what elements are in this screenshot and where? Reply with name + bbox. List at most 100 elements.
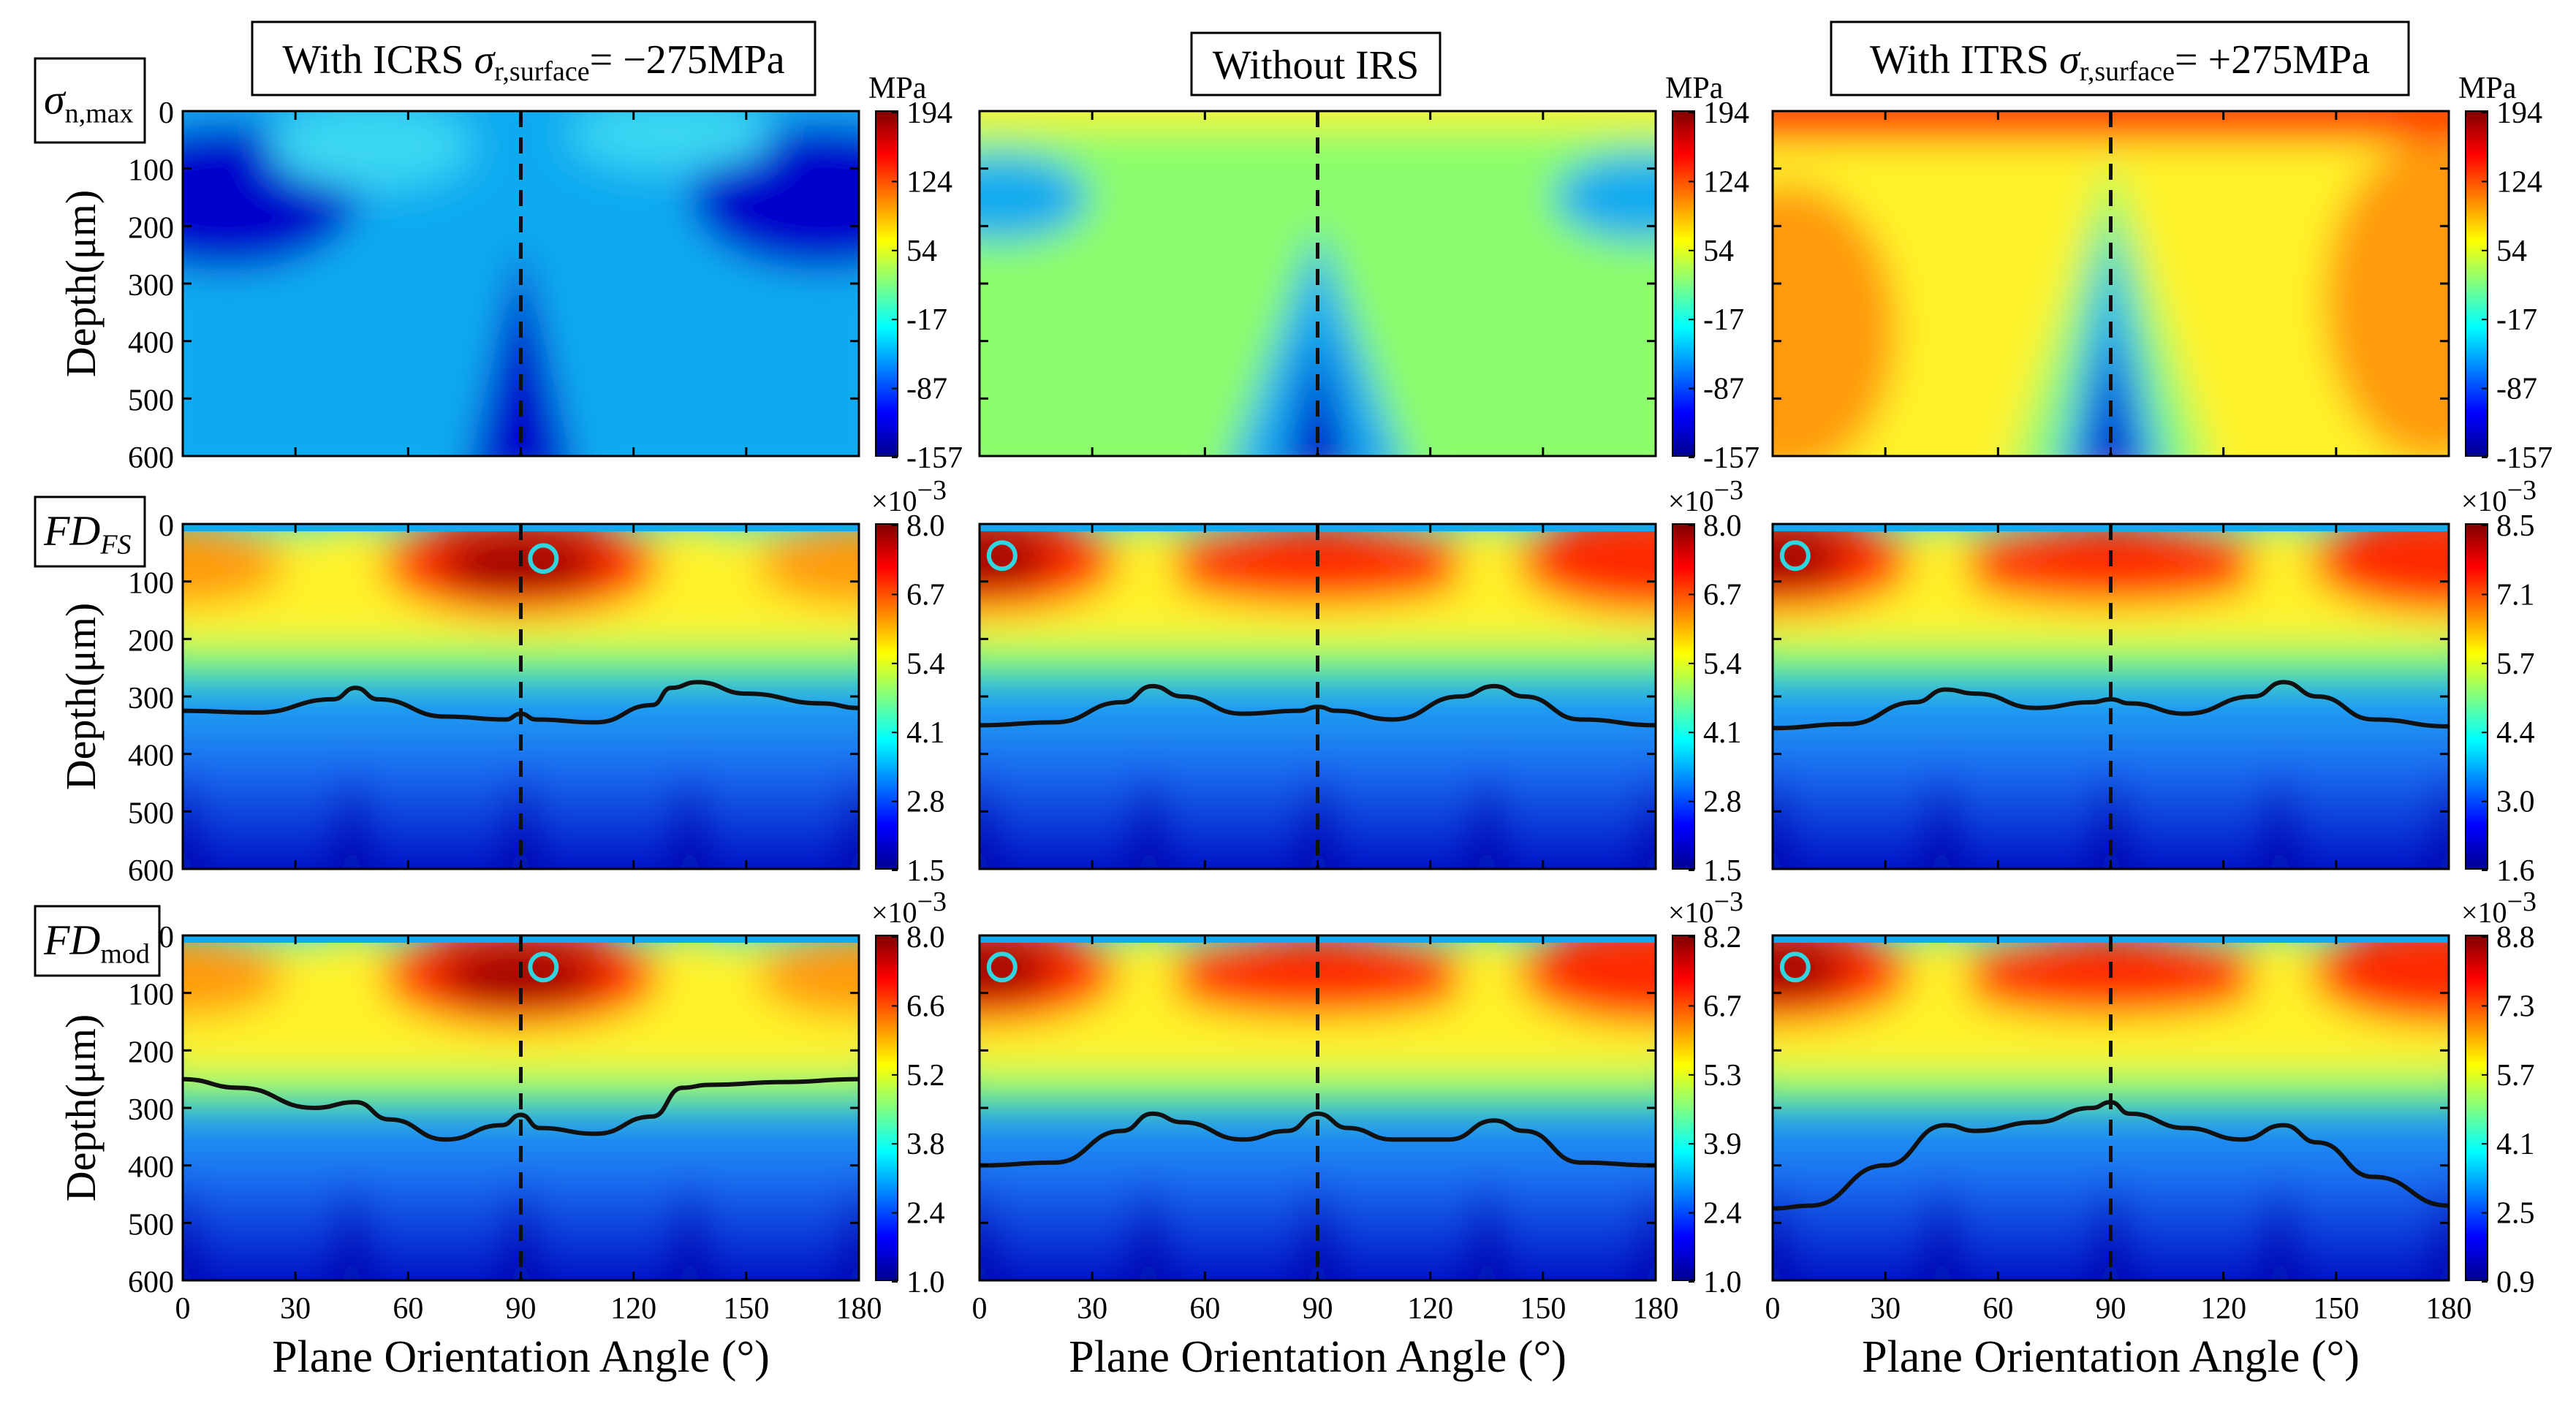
y-tick-label: 400 xyxy=(128,1151,174,1185)
colorbar-tick-label: 5.3 xyxy=(1703,1059,1742,1093)
colorbar-tick-label: -157 xyxy=(1703,441,1759,475)
colorbar-tick-label: -17 xyxy=(1703,303,1744,337)
y-tick-label: 500 xyxy=(128,384,174,417)
colorbar-tick-label: 2.8 xyxy=(1703,786,1742,819)
colorbar: 8.06.75.44.12.81.5×10−3 xyxy=(1668,475,1743,888)
panel-r2-c1: 0 30 60 90 120 150 180 Plane Orientation Angle … xyxy=(972,886,1744,1382)
x-tick-label: 30 xyxy=(1077,1292,1107,1326)
x-tick-label: 30 xyxy=(1870,1292,1901,1326)
colorbar: 8.26.75.33.92.41.0×10−3 xyxy=(1668,886,1743,1299)
colorbar-tick-label: -87 xyxy=(906,373,947,406)
colorbar: 194 124 54 -17 -87 -157 MPa xyxy=(2458,72,2553,475)
row-label-box xyxy=(34,495,146,568)
colorbar-tick-label: 8.0 xyxy=(1703,509,1742,543)
colorbar-tick-label: -157 xyxy=(906,441,963,475)
panel-r0-c2: 194 124 54 -17 -87 -157 MPa xyxy=(1771,72,2553,475)
colorbar-tick-label: 8.2 xyxy=(1703,921,1742,954)
contour-line xyxy=(979,683,1656,728)
y-tick-label: 0 xyxy=(159,509,174,543)
x-tick-label: 0 xyxy=(1765,1292,1781,1326)
row-label-box xyxy=(34,57,146,144)
x-tick-label: 60 xyxy=(393,1292,423,1326)
colorbar-tick-label: 124 xyxy=(906,165,952,199)
colorbar-tick-label: 1.0 xyxy=(906,1266,945,1299)
colorbar-tick-label: 4.4 xyxy=(2496,716,2535,750)
colorbar-tick-label: 54 xyxy=(906,235,937,268)
panel-r0-c1: 194 124 54 -17 -87 -157 MPa xyxy=(978,72,1759,475)
x-tick-label: 120 xyxy=(2200,1292,2246,1326)
colorbar: 8.06.75.44.12.81.5×10−3 xyxy=(871,475,947,888)
colorbar-tick-label: 194 xyxy=(906,96,952,130)
x-tick-label: 0 xyxy=(972,1292,988,1326)
colorbar-unit: MPa xyxy=(1665,72,1724,105)
colorbar-unit: MPa xyxy=(2458,72,2517,105)
contour-line xyxy=(1772,680,2450,731)
colorbar-tick-label: 6.7 xyxy=(906,578,945,612)
colorbar-gradient xyxy=(1672,935,1695,1281)
x-tick-label: 180 xyxy=(1633,1292,1679,1326)
colorbar-tick-label: -157 xyxy=(2496,441,2553,475)
row-label-0: σn,max xyxy=(34,57,146,144)
x-tick-label: 180 xyxy=(836,1292,882,1326)
column-title: With ITRS σr,surface= +275MPa xyxy=(1870,37,2370,87)
colorbar-tick-label: 2.8 xyxy=(906,786,945,819)
colorbar-tick-label: 5.4 xyxy=(1703,647,1742,681)
y-tick-label: 600 xyxy=(128,1266,174,1299)
x-tick-label: 90 xyxy=(1303,1292,1333,1326)
column-title-2: With ITRS σr,surface= +275MPa xyxy=(1830,20,2410,96)
contour-line xyxy=(182,1076,860,1142)
y-tick-label: 600 xyxy=(128,854,174,888)
y-tick-label: 200 xyxy=(128,1036,174,1069)
colorbar-gradient xyxy=(1672,523,1695,870)
y-tick-label: 200 xyxy=(128,211,174,245)
y-tick-label: 400 xyxy=(128,327,174,360)
colorbar-tick-label: -87 xyxy=(1703,373,1744,406)
x-tick-label: 150 xyxy=(2313,1292,2359,1326)
contour-line xyxy=(979,1111,1656,1168)
x-axis-label: Plane Orientation Angle (°) xyxy=(1862,1332,2360,1382)
panel-r1-c2: 8.57.15.74.43.01.6×10−3 xyxy=(1771,475,2537,888)
row-label: FDFS xyxy=(43,507,132,561)
panel-r1-c0: 0 100 200 300 400 500 600 Depth(μm) 8.0 6.7 5.4 4.1… xyxy=(57,475,947,888)
panel-r0-c0: 0 100 200 300 400 500 600 Depth(μm) 194 124 54 -17 -… xyxy=(57,72,963,475)
x-tick-label: 60 xyxy=(1982,1292,2013,1326)
colorbar-tick-label: 194 xyxy=(2496,96,2542,130)
row-label-2: FDmod xyxy=(34,905,161,977)
colorbar: 194 124 54 -17 -87 -157 MPa xyxy=(1665,72,1759,475)
colorbar-tick-label: 8.5 xyxy=(2496,509,2535,543)
colorbar-tick-label: 2.5 xyxy=(2496,1197,2535,1231)
y-tick-label: 200 xyxy=(128,624,174,658)
colorbar-gradient xyxy=(875,523,898,870)
colorbar-tick-label: 6.7 xyxy=(1703,990,1742,1023)
colorbar-tick-label: -87 xyxy=(2496,373,2537,406)
y-tick-label: 300 xyxy=(128,682,174,715)
y-tick-label: 500 xyxy=(128,797,174,830)
contour-line xyxy=(182,680,860,725)
title-box xyxy=(1190,31,1442,96)
colorbar-gradient xyxy=(875,110,898,457)
y-tick-label: 0 xyxy=(159,96,174,130)
colorbar-tick-label: -17 xyxy=(2496,303,2537,337)
column-title: Without IRS xyxy=(1213,43,1419,88)
colorbar-tick-label: 6.6 xyxy=(906,990,945,1023)
y-tick-label: 100 xyxy=(128,154,174,188)
x-tick-label: 30 xyxy=(280,1292,311,1326)
y-tick-label: 400 xyxy=(128,740,174,773)
colorbar-tick-label: 2.4 xyxy=(1703,1197,1742,1231)
colorbar-tick-label: 4.1 xyxy=(906,716,945,750)
colorbar-tick-label: 1.5 xyxy=(906,854,945,888)
x-tick-label: 150 xyxy=(1520,1292,1566,1326)
colorbar-gradient xyxy=(2465,523,2488,870)
colorbar-tick-label: 1.6 xyxy=(2496,854,2535,888)
panel-r2-c2: 0 30 60 90 120 150 180 Plane Orientation Angle … xyxy=(1765,886,2537,1382)
colorbar-tick-label: 8.8 xyxy=(2496,921,2535,954)
x-tick-label: 60 xyxy=(1189,1292,1220,1326)
row-label-box xyxy=(34,905,161,977)
colorbar-tick-label: 5.7 xyxy=(2496,1059,2535,1093)
colorbar-tick-label: 5.2 xyxy=(906,1059,945,1093)
colorbar-tick-label: 8.0 xyxy=(906,509,945,543)
y-axis-label: Depth(μm) xyxy=(57,603,105,791)
x-axis-label: Plane Orientation Angle (°) xyxy=(272,1332,770,1382)
colorbar-tick-label: 54 xyxy=(2496,235,2527,268)
